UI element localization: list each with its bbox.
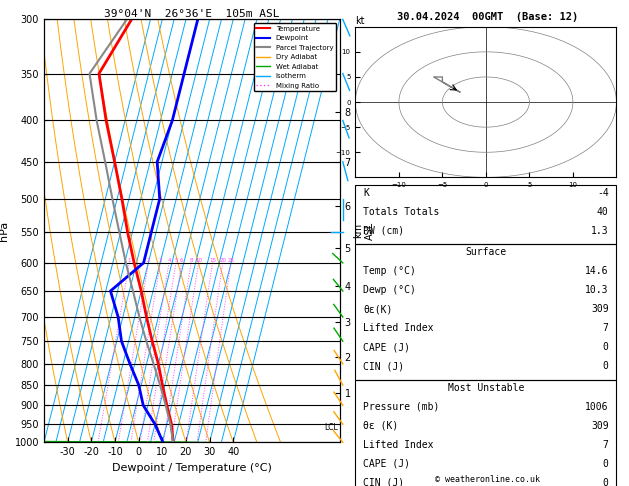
- Text: Pressure (mb): Pressure (mb): [363, 402, 440, 412]
- Text: CIN (J): CIN (J): [363, 361, 404, 371]
- Text: kt: kt: [355, 16, 365, 26]
- Text: θε (K): θε (K): [363, 421, 398, 431]
- Text: Dewp (°C): Dewp (°C): [363, 285, 416, 295]
- Text: Most Unstable: Most Unstable: [448, 383, 524, 393]
- Text: 14.6: 14.6: [585, 266, 609, 277]
- Text: 0: 0: [603, 478, 609, 486]
- Text: 10.3: 10.3: [585, 285, 609, 295]
- Title: 39°04'N  26°36'E  105m ASL: 39°04'N 26°36'E 105m ASL: [104, 9, 280, 18]
- Y-axis label: hPa: hPa: [0, 221, 9, 241]
- Text: 25: 25: [227, 258, 234, 263]
- Text: 6: 6: [180, 258, 184, 263]
- Text: 5: 5: [174, 258, 177, 263]
- Text: 1: 1: [128, 258, 131, 263]
- Text: 40: 40: [597, 207, 609, 217]
- Text: 0: 0: [603, 342, 609, 352]
- Legend: Temperature, Dewpoint, Parcel Trajectory, Dry Adiabat, Wet Adiabat, Isotherm, Mi: Temperature, Dewpoint, Parcel Trajectory…: [253, 23, 336, 91]
- Text: 1006: 1006: [585, 402, 609, 412]
- Text: 7: 7: [603, 323, 609, 333]
- Text: Temp (°C): Temp (°C): [363, 266, 416, 277]
- X-axis label: Dewpoint / Temperature (°C): Dewpoint / Temperature (°C): [112, 463, 272, 473]
- Y-axis label: km
ASL: km ASL: [353, 222, 375, 240]
- Text: 0: 0: [603, 361, 609, 371]
- Text: 2: 2: [147, 258, 150, 263]
- Text: Surface: Surface: [465, 247, 506, 258]
- Text: K: K: [363, 188, 369, 198]
- Text: LCL: LCL: [325, 423, 338, 433]
- Text: CAPE (J): CAPE (J): [363, 459, 410, 469]
- Text: PW (cm): PW (cm): [363, 226, 404, 236]
- Text: 1.3: 1.3: [591, 226, 609, 236]
- Text: θε(K): θε(K): [363, 304, 392, 314]
- Text: 0: 0: [603, 459, 609, 469]
- Text: © weatheronline.co.uk: © weatheronline.co.uk: [435, 474, 540, 484]
- Text: 10: 10: [195, 258, 202, 263]
- Text: 309: 309: [591, 421, 609, 431]
- Text: 7: 7: [603, 440, 609, 450]
- Text: Totals Totals: Totals Totals: [363, 207, 440, 217]
- Text: -4: -4: [597, 188, 609, 198]
- Text: CIN (J): CIN (J): [363, 478, 404, 486]
- Text: Lifted Index: Lifted Index: [363, 440, 434, 450]
- Text: CAPE (J): CAPE (J): [363, 342, 410, 352]
- Text: 20: 20: [219, 258, 226, 263]
- Text: 4: 4: [167, 258, 170, 263]
- Text: 309: 309: [591, 304, 609, 314]
- Text: Lifted Index: Lifted Index: [363, 323, 434, 333]
- Text: 8: 8: [189, 258, 193, 263]
- Text: 30.04.2024  00GMT  (Base: 12): 30.04.2024 00GMT (Base: 12): [397, 12, 578, 22]
- Text: 3: 3: [159, 258, 162, 263]
- Text: 15: 15: [209, 258, 216, 263]
